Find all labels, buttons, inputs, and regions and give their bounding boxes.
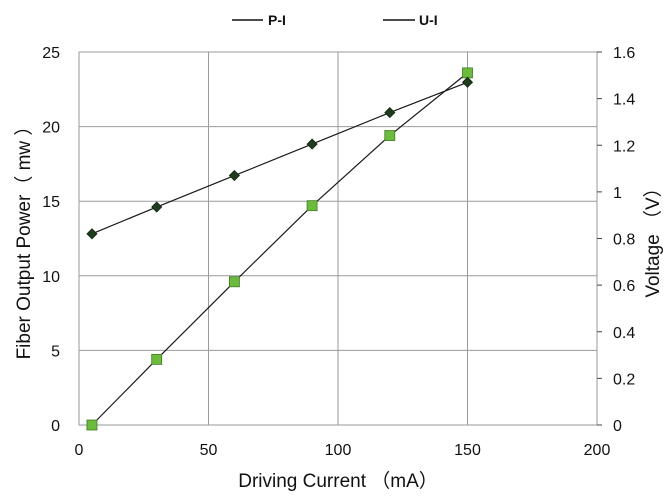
y-tick-label: 5 bbox=[51, 343, 60, 360]
x-tick-label: 0 bbox=[75, 442, 84, 459]
legend-label-p-i: P-I bbox=[268, 12, 286, 28]
y-tick-label: 20 bbox=[42, 120, 60, 137]
y2-tick-label: 0.2 bbox=[613, 371, 635, 388]
x-tick-label: 50 bbox=[200, 442, 218, 459]
data-point-p-i bbox=[86, 419, 98, 431]
data-point-p-i bbox=[384, 130, 396, 141]
data-point-p-i bbox=[462, 67, 473, 79]
y2-axis-title: Voltage （V） bbox=[642, 178, 664, 297]
y2-tick-label: 1.2 bbox=[613, 138, 635, 155]
y2-tick-label: 0 bbox=[613, 418, 622, 435]
x-tick-label: 100 bbox=[325, 442, 352, 459]
series-layer bbox=[86, 67, 474, 431]
y2-tick-label: 1 bbox=[613, 185, 622, 202]
y-tick-label: 25 bbox=[42, 45, 60, 62]
data-point-p-i bbox=[306, 200, 318, 212]
y2-tick-label: 0.6 bbox=[613, 278, 635, 295]
data-point-u-i bbox=[151, 201, 163, 213]
tick-labels: 0 50 100 150 200051015202500.20.40.60.811.21… bbox=[42, 45, 635, 459]
data-point-u-i bbox=[86, 228, 98, 240]
y-axis-title: Fiber Output Power（ mw ） bbox=[13, 117, 35, 360]
data-point-u-i bbox=[228, 169, 240, 182]
data-point-p-i bbox=[228, 276, 240, 288]
y2-tick-label: 1.6 bbox=[613, 45, 635, 62]
x-axis-title: Driving Current （mA） bbox=[238, 470, 438, 492]
y2-tick-label: 1.4 bbox=[613, 92, 635, 109]
x-tick-label: 150 bbox=[454, 442, 481, 459]
y-tick-label: 0 bbox=[51, 418, 60, 435]
x-tick-label: 200 bbox=[584, 442, 611, 459]
series-line-u-i bbox=[91, 81, 468, 235]
data-point-u-i bbox=[384, 107, 396, 119]
grid bbox=[78, 51, 598, 426]
legend: P-I U-I bbox=[232, 12, 438, 28]
data-point-p-i bbox=[151, 353, 163, 365]
y-tick-label: 10 bbox=[42, 269, 60, 286]
y-tick-label: 15 bbox=[42, 194, 60, 211]
legend-label-u-i: U-I bbox=[419, 12, 438, 28]
series-line-p-i bbox=[91, 72, 468, 426]
y2-tick-label: 0.4 bbox=[613, 325, 635, 342]
data-point-u-i bbox=[306, 138, 318, 150]
y2-tick-label: 0.8 bbox=[613, 232, 635, 249]
data-point-u-i bbox=[461, 76, 474, 88]
